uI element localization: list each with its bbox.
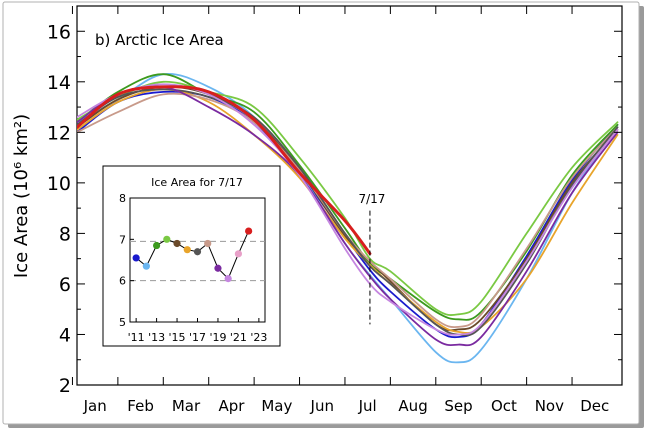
inset-x-tick-label: '19 [209,331,226,344]
inset-point [204,239,212,248]
inset-x-tick-label: '15 [169,331,186,344]
y-tick-label: 4 [59,324,71,346]
inset-x-tick-label: '21 [230,331,247,344]
inset-y-tick-label: 5 [119,316,126,329]
y-tick-label: 2 [59,375,71,397]
inset-point [234,250,243,258]
x-tick-label: May [261,397,292,415]
y-tick-label: 16 [47,21,71,43]
y-tick-label: 14 [47,72,71,94]
y-tick-label: 8 [59,223,71,245]
inset-y-tick-label: 8 [119,192,126,205]
inset-y-tick-label: 6 [119,275,126,288]
date-marker: 7/17 [358,192,385,325]
inset-point [132,254,140,262]
series-line [77,85,372,256]
x-tick-label: Aug [398,397,427,415]
chart-title: b) Arctic Ice Area [95,31,224,49]
series-line [77,88,619,337]
y-axis-label: Ice Area (10⁶ km²) [11,114,32,278]
x-tick-label: Feb [127,397,154,415]
inset-x-tick-label: '11 [128,331,145,344]
x-tick-label: Jun [310,397,334,415]
x-tick-label: Mar [172,397,201,415]
inset-x-tick-label: '17 [189,331,206,344]
x-tick-label: Nov [535,397,564,415]
inset-chart: 5 6 7 8 '11'13 '15'17'19 '21'23 [119,192,267,344]
x-tick-label: Apr [218,397,245,415]
inset-title: Ice Area for 7/17 [151,176,243,189]
inset-x-tick-label: '13 [148,331,165,344]
inset-connector-line [135,230,250,280]
x-tick-label: Dec [580,397,609,415]
x-tick-label: Jul [358,397,377,415]
series-line [77,73,619,321]
inset-point [152,241,161,250]
series-line [77,88,619,334]
inset-point [214,264,222,272]
inset-y-tick-label: 7 [119,233,126,246]
y-tick-label: 6 [59,274,71,296]
inset-point [193,248,202,256]
marker-label: 7/17 [358,192,385,206]
inset-point [183,246,191,254]
x-tick-label: Jan [83,397,107,415]
x-tick-label: Oct [491,397,517,415]
inset-point [142,262,150,270]
y-tick-label: 10 [47,173,71,195]
y-tick-label: 12 [47,122,71,144]
inset-point [245,227,253,235]
inset-point [173,239,181,248]
x-tick-label: Sep [444,397,472,415]
inset-point [163,235,171,243]
inset-x-tick-label: '23 [250,331,267,344]
inset-point [224,275,232,283]
inset-background [102,165,281,347]
main-axis-ticks: 2 4 6 8 10 12 14 16 Jan Feb Mar Apr May Jun Jul Aug Sep O… [47,5,622,415]
